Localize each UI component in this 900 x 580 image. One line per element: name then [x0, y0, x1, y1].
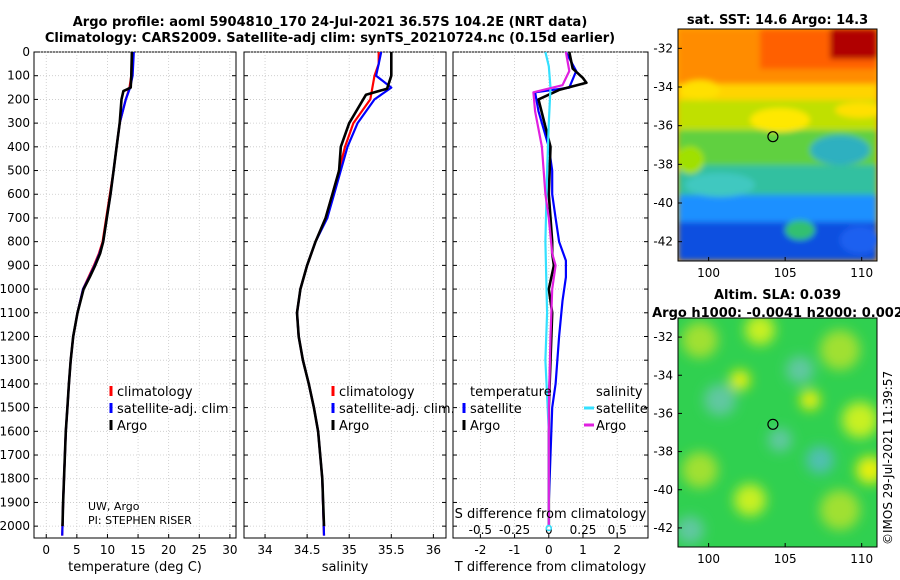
ytick-label: 1000	[0, 282, 30, 296]
ytick-label: 1400	[0, 377, 30, 391]
ytick-label: 900	[7, 258, 30, 272]
legend-label: Argo	[470, 419, 500, 434]
map-xtick-label: 105	[774, 266, 797, 280]
ytick-label: 400	[7, 140, 30, 154]
map-xtick-label: 100	[697, 266, 720, 280]
legend-label: satellite	[470, 402, 522, 417]
sla-heatmap	[678, 318, 877, 547]
xtick-label: 0	[42, 543, 50, 557]
xtick-label: 20	[161, 543, 176, 557]
ytick-label: 600	[7, 187, 30, 201]
ytick-label: 1200	[0, 329, 30, 343]
xtick-label: 25	[192, 543, 207, 557]
ytick-label: 2000	[0, 519, 30, 533]
legend-label: Argo	[117, 419, 147, 434]
xtick-label: 2	[613, 543, 621, 557]
ytick-label: 1900	[0, 495, 30, 509]
legend-title-temperature: temperature	[470, 385, 552, 400]
argo-location-marker	[767, 131, 779, 143]
map-title: Altim. SLA: 0.039	[714, 288, 841, 303]
ytick-label: 1300	[0, 353, 30, 367]
x-axis-label: temperature (deg C)	[68, 560, 202, 575]
stick-label: -0.5	[469, 523, 492, 537]
stick-label: 0.5	[608, 523, 627, 537]
xtick-label: 1	[579, 543, 587, 557]
zero-marker	[545, 524, 553, 532]
map-frame-sst_map	[677, 28, 878, 262]
watermark: ©IMOS 29-Jul-2021 11:39:57	[881, 371, 895, 545]
legend-label: satellite-adj. clim	[117, 402, 229, 417]
ytick-label: 1100	[0, 306, 30, 320]
chart-title-line2: Climatology: CARS2009. Satellite-adj cli…	[44, 31, 616, 46]
ytick-label: 300	[7, 116, 30, 130]
map-xtick-label: 110	[850, 552, 873, 566]
x-axis-label: T difference from climatology	[454, 560, 647, 575]
map-ytick-label: -42	[653, 521, 673, 535]
xtick-label: -1	[509, 543, 521, 557]
plot-frame-temperature	[33, 51, 237, 539]
credit-line1: UW, Argo	[88, 500, 140, 513]
stick-label: 0.25	[570, 523, 597, 537]
ytick-label: 800	[7, 235, 30, 249]
legend-label: Argo	[339, 419, 369, 434]
series-line-argo	[295, 52, 393, 527]
ytick-label: 0	[22, 45, 30, 59]
legend-label: climatology	[117, 385, 193, 400]
sst-heatmap	[678, 29, 877, 261]
map-ytick-label: -38	[653, 157, 673, 171]
ytick-label: 1800	[0, 472, 30, 486]
map-ytick-label: -34	[653, 80, 673, 94]
map-xtick-label: 110	[850, 266, 873, 280]
series-line-argo	[61, 51, 134, 527]
credit-line2: PI: STEPHEN RISER	[88, 514, 192, 527]
map-ytick-label: -32	[653, 41, 673, 55]
xtick-label: 15	[130, 543, 145, 557]
xtick-label: 0	[545, 543, 553, 557]
xtick-label: 10	[100, 543, 115, 557]
series-line-s-argo	[532, 51, 571, 527]
ytick-label: 1600	[0, 424, 30, 438]
ytick-label: 1700	[0, 448, 30, 462]
map-ytick-label: -40	[653, 196, 673, 210]
xtick-label: 30	[222, 543, 237, 557]
map-ytick-label: -32	[653, 330, 673, 344]
x-axis-label-salinity: S difference from climatology	[455, 507, 647, 522]
chart-title-line1: Argo profile: aoml 5904810_170 24-Jul-20…	[72, 15, 588, 30]
map-xtick-label: 100	[697, 552, 720, 566]
map-ytick-label: -36	[653, 406, 673, 420]
xtick-label: 34.5	[294, 543, 321, 557]
map-ytick-label: -40	[653, 483, 673, 497]
xtick-label: 36	[426, 543, 441, 557]
map-ytick-label: -42	[653, 235, 673, 249]
argo-location-marker	[767, 418, 779, 430]
xtick-label: 35.5	[378, 543, 405, 557]
legend-label: Argo	[596, 419, 626, 434]
xtick-label: -2	[474, 543, 486, 557]
map-frame-sla_map	[677, 317, 878, 548]
ytick-label: 500	[7, 164, 30, 178]
ytick-label: 1500	[0, 401, 30, 415]
map-ytick-label: -34	[653, 368, 673, 382]
legend-title-salinity: salinity	[596, 385, 643, 400]
map-title: sat. SST: 14.6 Argo: 14.3	[687, 13, 868, 28]
map-xtick-label: 105	[774, 552, 797, 566]
xtick-label: 34	[257, 543, 272, 557]
xtick-label: 35	[342, 543, 357, 557]
map-ytick-label: -38	[653, 445, 673, 459]
plot-frame-salinity	[243, 51, 447, 539]
legend-label: climatology	[339, 385, 415, 400]
ytick-label: 700	[7, 211, 30, 225]
x-axis-label: salinity	[322, 560, 369, 575]
legend-label: satellite-adj. clim.	[339, 402, 455, 417]
map-title: Argo h1000: -0.0041 h2000: 0.002	[652, 306, 900, 321]
ytick-label: 100	[7, 69, 30, 83]
legend-label: satellite	[596, 402, 648, 417]
map-ytick-label: -36	[653, 119, 673, 133]
ytick-label: 200	[7, 92, 30, 106]
xtick-label: 5	[73, 543, 81, 557]
stick-label: -0.25	[499, 523, 530, 537]
